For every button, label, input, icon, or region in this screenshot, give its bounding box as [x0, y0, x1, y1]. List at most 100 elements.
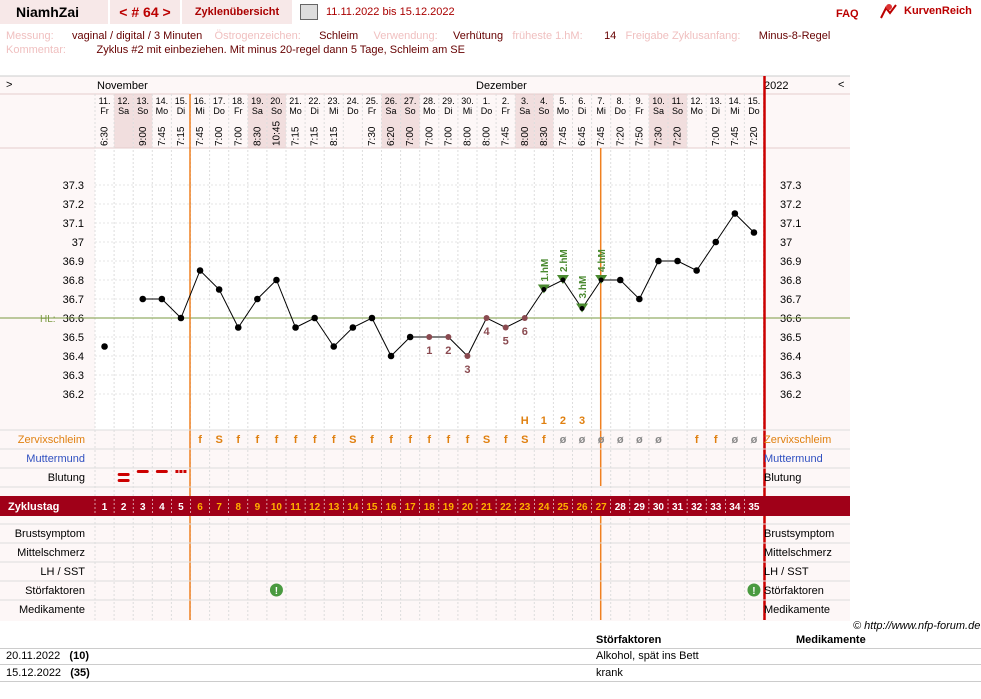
measure-time: 7:50 [634, 126, 645, 146]
temperature-point [234, 324, 242, 331]
temperature-point [139, 295, 147, 303]
day-weekday: Mo [156, 106, 169, 116]
temperature-point [712, 238, 720, 246]
day-date: 18. [232, 96, 245, 106]
day-weekday: Fr [501, 106, 510, 116]
mucus-symbol: ø [579, 434, 586, 446]
warning-icon-glyph: ! [275, 586, 278, 597]
medication-row-label-right: Medikamente [764, 604, 830, 616]
temperature-point [579, 306, 585, 311]
table-cell: krank [596, 667, 623, 679]
warning-icon [747, 583, 761, 597]
mucus-symbol: f [466, 434, 470, 446]
y-tick-right: 37.3 [780, 180, 801, 192]
cycle-day-number: 19 [443, 502, 455, 513]
cycle-day-number: 29 [634, 502, 646, 513]
day-date: 15. [748, 96, 761, 106]
high-measurement-label: 3.hM [578, 276, 589, 299]
y-tick-left: 36.7 [63, 294, 84, 306]
cycle-chart: > <November Dezember 202211.Fr6:3012.Sa13.S… [0, 75, 850, 621]
temperature-point [273, 276, 280, 284]
temperature-point [349, 324, 357, 331]
nav-left-icon: > [6, 79, 12, 91]
mucus-symbol: f [408, 434, 412, 446]
temperature-point [330, 343, 338, 350]
cycle-day-number: 33 [710, 502, 722, 513]
faq-link[interactable]: FAQ [836, 8, 859, 20]
day-date: 23. [327, 96, 340, 106]
temperature-point [177, 314, 185, 322]
measure-time: 7:00 [233, 126, 244, 146]
mittelschmerz-row-label-right: Mittelschmerz [764, 547, 832, 559]
day-date: 13. [709, 96, 722, 106]
mucus-symbol: S [349, 434, 356, 446]
y-tick-right: 36.8 [780, 275, 801, 287]
day-date: 7. [597, 96, 605, 106]
measure-time: 7:00 [443, 126, 454, 146]
day-date: 29. [442, 96, 455, 106]
mucus-count: 2 [560, 415, 566, 427]
y-tick-right: 36.7 [780, 294, 801, 306]
day-date: 16. [194, 96, 207, 106]
day-date: 4. [540, 96, 548, 106]
mucus-symbol: S [521, 434, 528, 446]
day-date: 14. [156, 96, 169, 106]
low-measurement-point [426, 334, 433, 340]
cycle-day-number: 7 [216, 502, 222, 513]
day-weekday: So [672, 106, 683, 116]
day-weekday: So [271, 106, 282, 116]
mucus-symbol: ø [598, 434, 605, 446]
mucus-symbol: f [275, 434, 279, 446]
mucus-symbol: f [695, 434, 699, 446]
cycle-day-number: 31 [672, 502, 684, 513]
day-date: 26. [385, 96, 398, 106]
low-measurement-point [445, 334, 452, 340]
measure-time: 8:30 [252, 126, 263, 146]
measure-time: 8:15 [329, 126, 340, 146]
day-weekday: Di [177, 106, 186, 116]
cycle-day-number: 25 [557, 502, 569, 513]
kurvenreich-logo[interactable]: KurvenReich [880, 3, 972, 19]
cycle-day-number: 10 [271, 502, 283, 513]
mucus-symbol: ø [636, 434, 643, 446]
mucus-symbol: S [215, 434, 222, 446]
day-weekday: Do [213, 106, 225, 116]
day-weekday: Do [614, 106, 626, 116]
temperature-point [541, 287, 547, 292]
measurement-info: Messung: vaginal / digital / 3 Minuten Ö… [6, 30, 831, 42]
measure-time: 7:30 [367, 126, 378, 146]
comment-info: Kommentar: Zyklus #2 mit einbeziehen. Mi… [6, 44, 465, 56]
measure-time: 7:15 [176, 126, 187, 146]
disturbance-row-label-right: Störfaktoren [764, 585, 824, 597]
cycle-day-number: 21 [481, 502, 493, 513]
cycle-day-number: 6 [197, 502, 203, 513]
printer-icon[interactable] [300, 4, 318, 20]
weekend-shade [266, 94, 286, 148]
measure-time: 6:45 [577, 126, 588, 146]
temperature-point [196, 267, 204, 274]
cycle-day-number: 26 [576, 502, 588, 513]
cycle-day-number: 2 [121, 502, 127, 513]
day-weekday: Mo [557, 106, 570, 116]
mucus-symbol: f [198, 434, 202, 446]
temperature-point [560, 277, 566, 283]
mucus-symbol: f [256, 434, 260, 446]
cycle-navigator[interactable]: < # 64 > [110, 0, 180, 24]
weekend-shade [247, 94, 267, 148]
date-range: 11.11.2022 bis 15.12.2022 [300, 0, 600, 24]
weekend-shade [668, 94, 688, 148]
cycle-day-number: 16 [385, 502, 397, 513]
temperature-point [387, 352, 395, 360]
measure-time: 7:45 [596, 126, 607, 146]
mucus-symbol: f [504, 434, 508, 446]
cycle-day-number: 11 [290, 502, 301, 513]
day-date: 21. [289, 96, 302, 106]
cycle-overview-link[interactable]: Zyklenübersicht [182, 0, 292, 24]
measure-time: 7:20 [673, 126, 684, 146]
y-tick-left: 37.1 [63, 218, 84, 230]
cycle-day-number: 14 [347, 502, 359, 513]
measure-time: 10:45 [271, 121, 282, 146]
y-tick-left: 37.2 [63, 199, 84, 211]
cycle-day-number: 9 [255, 502, 261, 513]
breast-row-label-right: Brustsymptom [764, 528, 834, 540]
